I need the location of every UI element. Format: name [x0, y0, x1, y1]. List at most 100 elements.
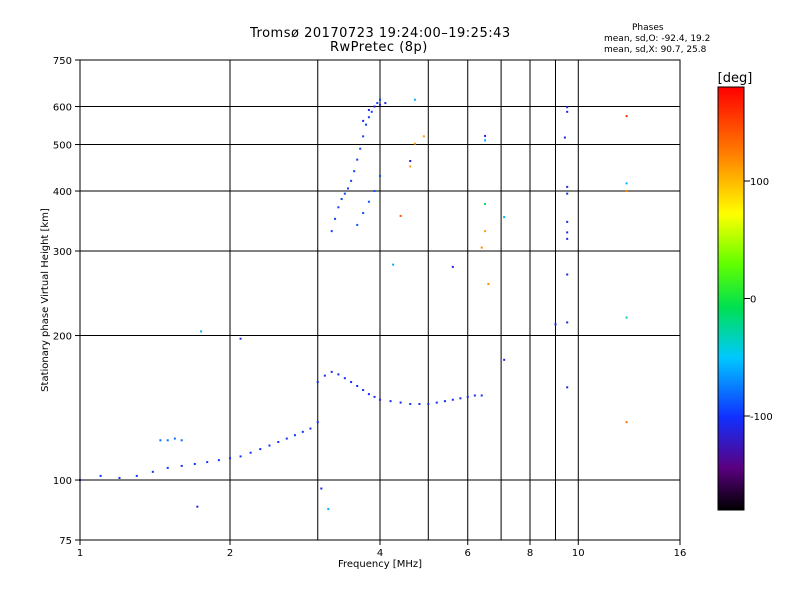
colorbar-ticks: 100 0 -100	[744, 177, 773, 423]
colorbar-tick-label: 0	[750, 295, 756, 306]
x-tick-label: 16	[674, 548, 687, 559]
chart-title: Tromsø 20170723 19:24:00–19:25:43	[250, 26, 511, 41]
data-point	[166, 466, 169, 469]
data-point	[443, 400, 446, 403]
colorbar	[717, 86, 745, 511]
data-point	[484, 134, 487, 137]
data-point	[367, 200, 370, 203]
data-point	[301, 430, 304, 433]
data-point	[435, 401, 438, 404]
data-point	[343, 192, 346, 195]
data-point	[379, 174, 381, 177]
data-point	[180, 464, 183, 467]
data-point	[384, 102, 387, 105]
data-point	[480, 246, 483, 249]
data-point	[566, 273, 569, 276]
y-tick-label: 500	[53, 141, 72, 152]
y-tick-label: 400	[53, 187, 72, 198]
data-point	[566, 185, 569, 188]
data-point	[379, 98, 381, 101]
phase-o-stats: mean, sd,O: -92.4, 19.2	[604, 34, 711, 44]
data-point	[334, 217, 337, 220]
data-point	[330, 230, 333, 233]
x-tick-label: 8	[527, 548, 533, 559]
data-point	[484, 139, 487, 142]
phases-label: Phases	[632, 23, 664, 33]
data-point	[362, 389, 365, 392]
data-point	[563, 136, 566, 139]
data-point	[193, 462, 196, 465]
data-point	[399, 214, 402, 217]
data-point	[159, 439, 162, 442]
data-point	[625, 421, 628, 424]
data-point	[118, 476, 121, 479]
data-point	[217, 459, 220, 462]
data-point	[566, 106, 569, 109]
data-point	[320, 487, 323, 490]
data-point	[409, 403, 412, 406]
colorbar-tick-label: -100	[750, 412, 773, 423]
data-point	[566, 220, 569, 223]
data-point	[239, 455, 242, 458]
data-point	[373, 190, 376, 193]
data-point	[473, 394, 476, 397]
grid-lines	[80, 60, 680, 540]
colorbar-label: [deg]	[718, 71, 753, 86]
data-point	[356, 223, 359, 226]
data-point	[316, 421, 319, 424]
data-point	[554, 323, 557, 326]
data-point	[413, 98, 416, 101]
data-point	[566, 110, 569, 113]
data-point	[625, 316, 628, 319]
data-point	[285, 437, 288, 440]
data-point	[480, 394, 483, 397]
x-axis-label: Frequency [MHz]	[338, 559, 422, 570]
data-point	[484, 230, 487, 233]
data-point	[323, 374, 326, 377]
data-point	[330, 370, 333, 373]
x-tick-label: 4	[377, 548, 383, 559]
data-point	[206, 461, 209, 464]
data-point	[466, 395, 469, 398]
data-point	[409, 165, 412, 168]
y-tick-label: 600	[53, 103, 72, 114]
data-point	[367, 393, 370, 396]
x-tick-label: 10	[572, 548, 585, 559]
chart-subtitle: RwPretec (8p)	[330, 40, 428, 55]
y-tick-label: 300	[53, 247, 72, 258]
y-axis: 75 100 200 300 400 500 600 750	[53, 56, 80, 547]
data-point	[362, 119, 365, 122]
data-point	[487, 283, 490, 286]
data-point	[459, 397, 462, 400]
x-tick-label: 1	[77, 548, 83, 559]
data-point	[277, 441, 280, 444]
data-point	[370, 110, 373, 113]
data-point	[566, 237, 569, 240]
data-point	[337, 206, 340, 209]
x-tick-label: 6	[465, 548, 471, 559]
x-tick-label: 2	[227, 548, 233, 559]
data-point	[365, 123, 368, 126]
data-point	[409, 160, 412, 163]
data-point	[200, 330, 203, 333]
data-point	[625, 190, 628, 193]
data-point	[353, 170, 356, 173]
data-point	[259, 448, 262, 451]
data-point	[343, 377, 346, 380]
x-axis: 1 2 4 6 8 10 16	[77, 540, 687, 559]
data-point	[484, 202, 487, 205]
colorbar-tick-label: 100	[750, 177, 769, 188]
data-point	[340, 198, 343, 201]
data-point	[239, 337, 242, 340]
data-point	[367, 116, 370, 119]
data-point	[373, 105, 376, 108]
data-point	[151, 470, 154, 473]
data-point	[503, 358, 506, 361]
data-point	[249, 451, 252, 454]
data-point	[413, 142, 416, 145]
data-point	[566, 231, 569, 234]
data-point	[356, 384, 359, 387]
data-point	[359, 147, 362, 150]
data-point	[180, 439, 183, 442]
data-point	[356, 158, 359, 161]
